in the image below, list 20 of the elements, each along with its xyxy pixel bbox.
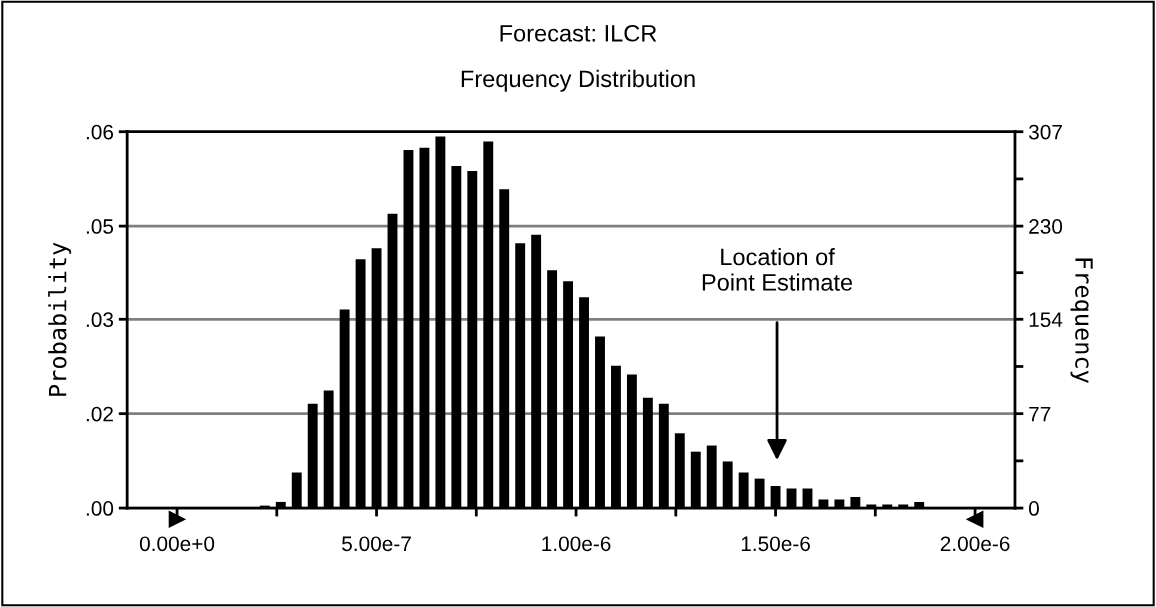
annotation: Location of Point Estimate <box>702 247 853 291</box>
y2-axis-title: Frequency <box>1070 258 1093 383</box>
y-tick-label: .05 <box>86 219 114 234</box>
y2-tick-label: 154 <box>1029 312 1063 328</box>
y-tick-label: .02 <box>86 406 113 422</box>
x-tick-label: 5.00e-7 <box>342 536 411 552</box>
y-tick-label: .03 <box>86 312 114 328</box>
y-axis-title: Probability <box>48 242 72 396</box>
y2-tick-label: 307 <box>1028 124 1062 140</box>
x-tick-label: 0.00e+0 <box>139 536 215 552</box>
x-tick-label: 1.00e-6 <box>542 536 611 552</box>
y2-tick-label: 77 <box>1029 406 1051 422</box>
x-tick-label: 2.00e-6 <box>940 536 1010 552</box>
x-tick-label: 1.50e-6 <box>741 536 810 552</box>
y-tick-label: .06 <box>86 124 114 140</box>
chart-title: Forecast: ILCR <box>500 24 657 42</box>
chart-subtitle: Frequency Distribution <box>461 69 695 92</box>
y2-tick-label: 230 <box>1029 219 1063 234</box>
y2-tick-label: 0 <box>1028 501 1039 516</box>
y-tick-label: .00 <box>86 501 114 516</box>
